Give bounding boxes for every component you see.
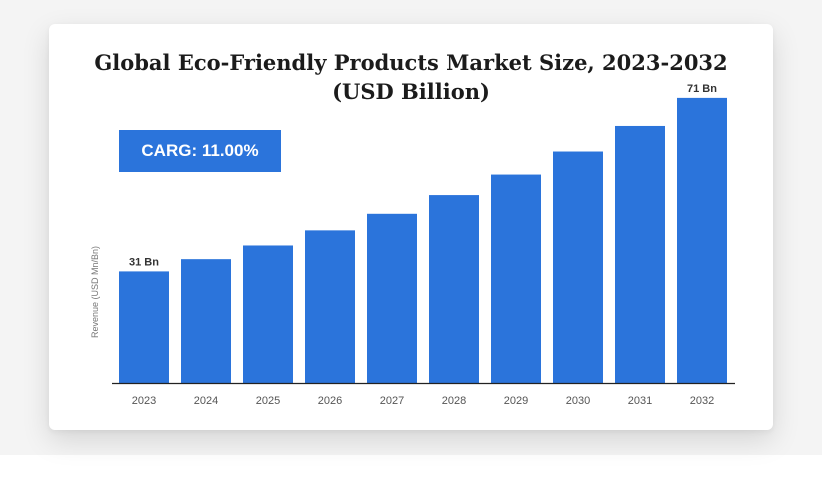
bar-chart: 2023 2024 2025 2026 2027 2028 2029 2030 2031 2032… [112,83,735,407]
bar-2031 [615,125,665,384]
x-tick-label-2027: 2027 [380,395,404,407]
data-label-2023: 31 Bn [129,256,159,268]
cagr-badge: CARG: 11.00% [119,130,281,172]
x-tick-label-2031: 2031 [628,395,652,407]
bar-2024 [181,259,231,383]
x-tick-label-2026: 2026 [318,395,342,407]
bar-2032 [677,97,727,383]
bar-2027 [367,213,417,383]
bar-2025 [243,245,293,383]
x-tick-label-2032: 2032 [690,395,714,407]
bar-2023 [119,271,169,383]
x-tick-label-2028: 2028 [442,395,466,407]
bar-2028 [429,195,479,383]
x-tick-label-2025: 2025 [256,395,280,407]
chart-subtitle: (USD Billion) [332,79,490,104]
x-tick-label-2024: 2024 [194,395,218,407]
chart-title: Global Eco-Friendly Products Market Size… [49,48,773,106]
chart-title-line: Global Eco-Friendly Products Market Size… [94,50,728,75]
chart-card: Global Eco-Friendly Products Market Size… [49,24,773,430]
x-tick-label-2030: 2030 [566,395,590,407]
data-label-2032: 71 Bn [687,83,717,95]
bar-2029 [491,174,541,383]
x-tick-label-2029: 2029 [504,395,528,407]
bar-2030 [553,151,603,383]
x-tick-label-2023: 2023 [132,395,156,407]
bar-2026 [305,230,355,383]
